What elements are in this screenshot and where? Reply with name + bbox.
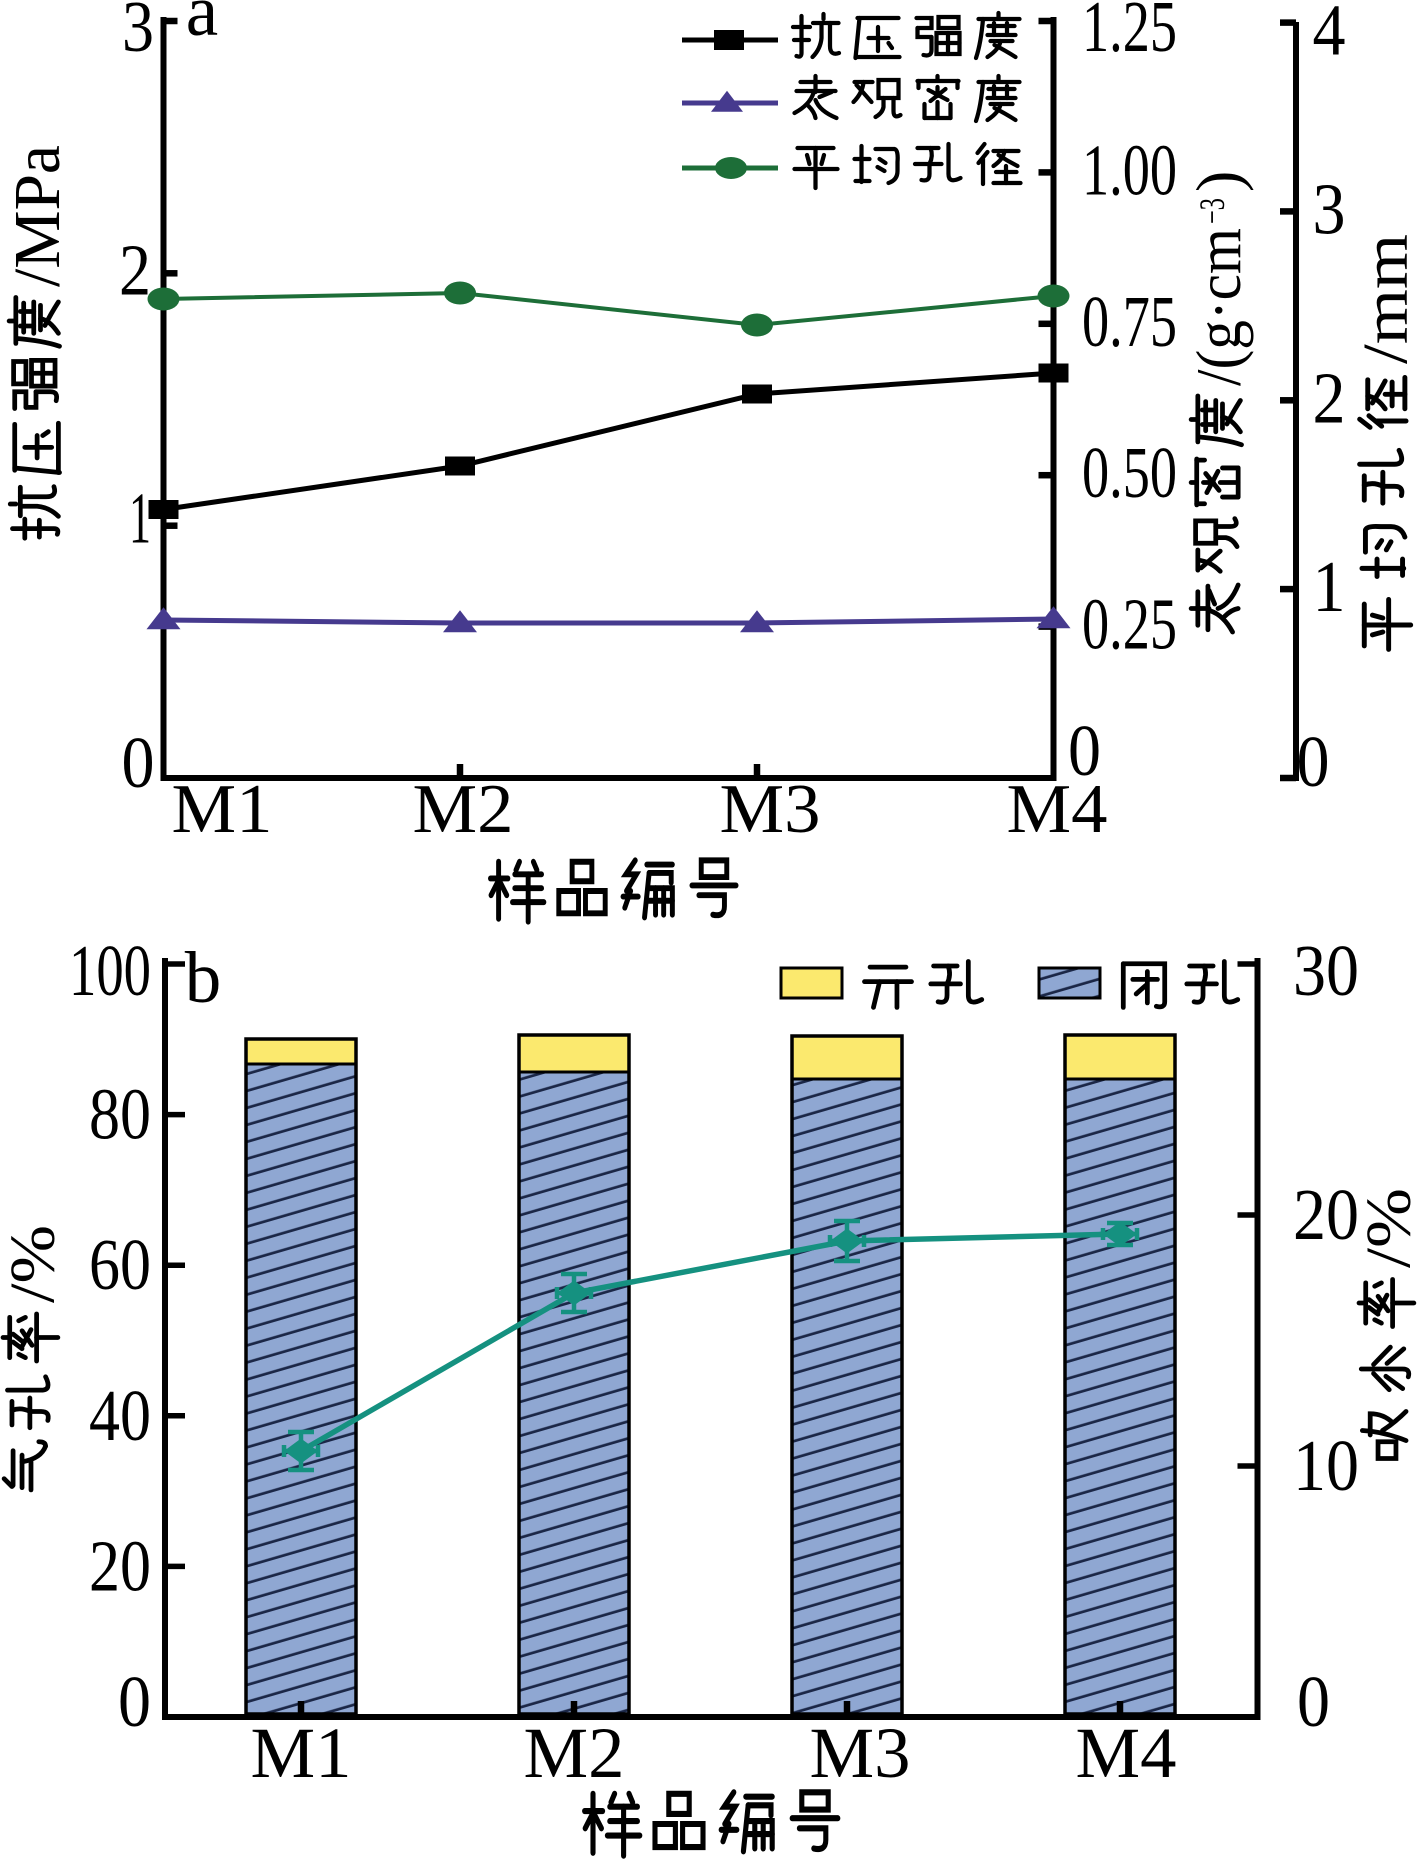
svg-text:M1: M1: [172, 771, 273, 848]
svg-text:M2: M2: [413, 771, 514, 848]
svg-text:): ): [1183, 171, 1254, 192]
svg-text:1.25: 1.25: [1082, 0, 1177, 67]
svg-text:M4: M4: [1076, 1713, 1177, 1793]
svg-text:0.50: 0.50: [1082, 432, 1177, 513]
svg-text:b: b: [185, 937, 222, 1018]
svg-text:/mm: /mm: [1349, 234, 1417, 364]
svg-text:20: 20: [89, 1525, 151, 1606]
svg-text:30: 30: [1293, 930, 1359, 1011]
svg-text:3: 3: [122, 0, 154, 67]
svg-text:M3: M3: [720, 771, 821, 848]
svg-text:0: 0: [1068, 710, 1101, 791]
svg-text:1.00: 1.00: [1082, 129, 1177, 210]
svg-text:2: 2: [1313, 357, 1346, 438]
svg-text:M1: M1: [251, 1713, 352, 1793]
svg-text:/MPa: /MPa: [1, 145, 74, 287]
svg-text:M3: M3: [810, 1713, 911, 1793]
svg-text:0: 0: [118, 1661, 151, 1742]
svg-text:10: 10: [1293, 1425, 1359, 1506]
svg-text:1: 1: [1313, 546, 1346, 627]
svg-text:80: 80: [89, 1074, 151, 1155]
svg-text:0: 0: [122, 722, 155, 803]
svg-text:/%: /%: [1352, 1188, 1417, 1268]
svg-text:/(g·cm: /(g·cm: [1183, 228, 1254, 386]
svg-text:1: 1: [129, 478, 151, 559]
svg-text:0: 0: [1297, 721, 1330, 802]
svg-text:3: 3: [1313, 168, 1346, 249]
svg-text:0: 0: [1297, 1661, 1330, 1742]
svg-text:4: 4: [1313, 0, 1346, 71]
svg-text:0.25: 0.25: [1082, 584, 1177, 665]
svg-text:/%: /%: [0, 1225, 67, 1303]
svg-text:20: 20: [1293, 1174, 1359, 1255]
svg-text:a: a: [186, 0, 218, 51]
svg-text:−3: −3: [1192, 198, 1232, 224]
svg-text:60: 60: [89, 1224, 151, 1305]
svg-text:40: 40: [89, 1375, 151, 1456]
svg-text:100: 100: [69, 930, 151, 1011]
svg-text:0.75: 0.75: [1082, 281, 1177, 362]
svg-text:M2: M2: [524, 1713, 625, 1793]
svg-text:2: 2: [119, 229, 151, 310]
svg-text:M4: M4: [1007, 771, 1108, 848]
